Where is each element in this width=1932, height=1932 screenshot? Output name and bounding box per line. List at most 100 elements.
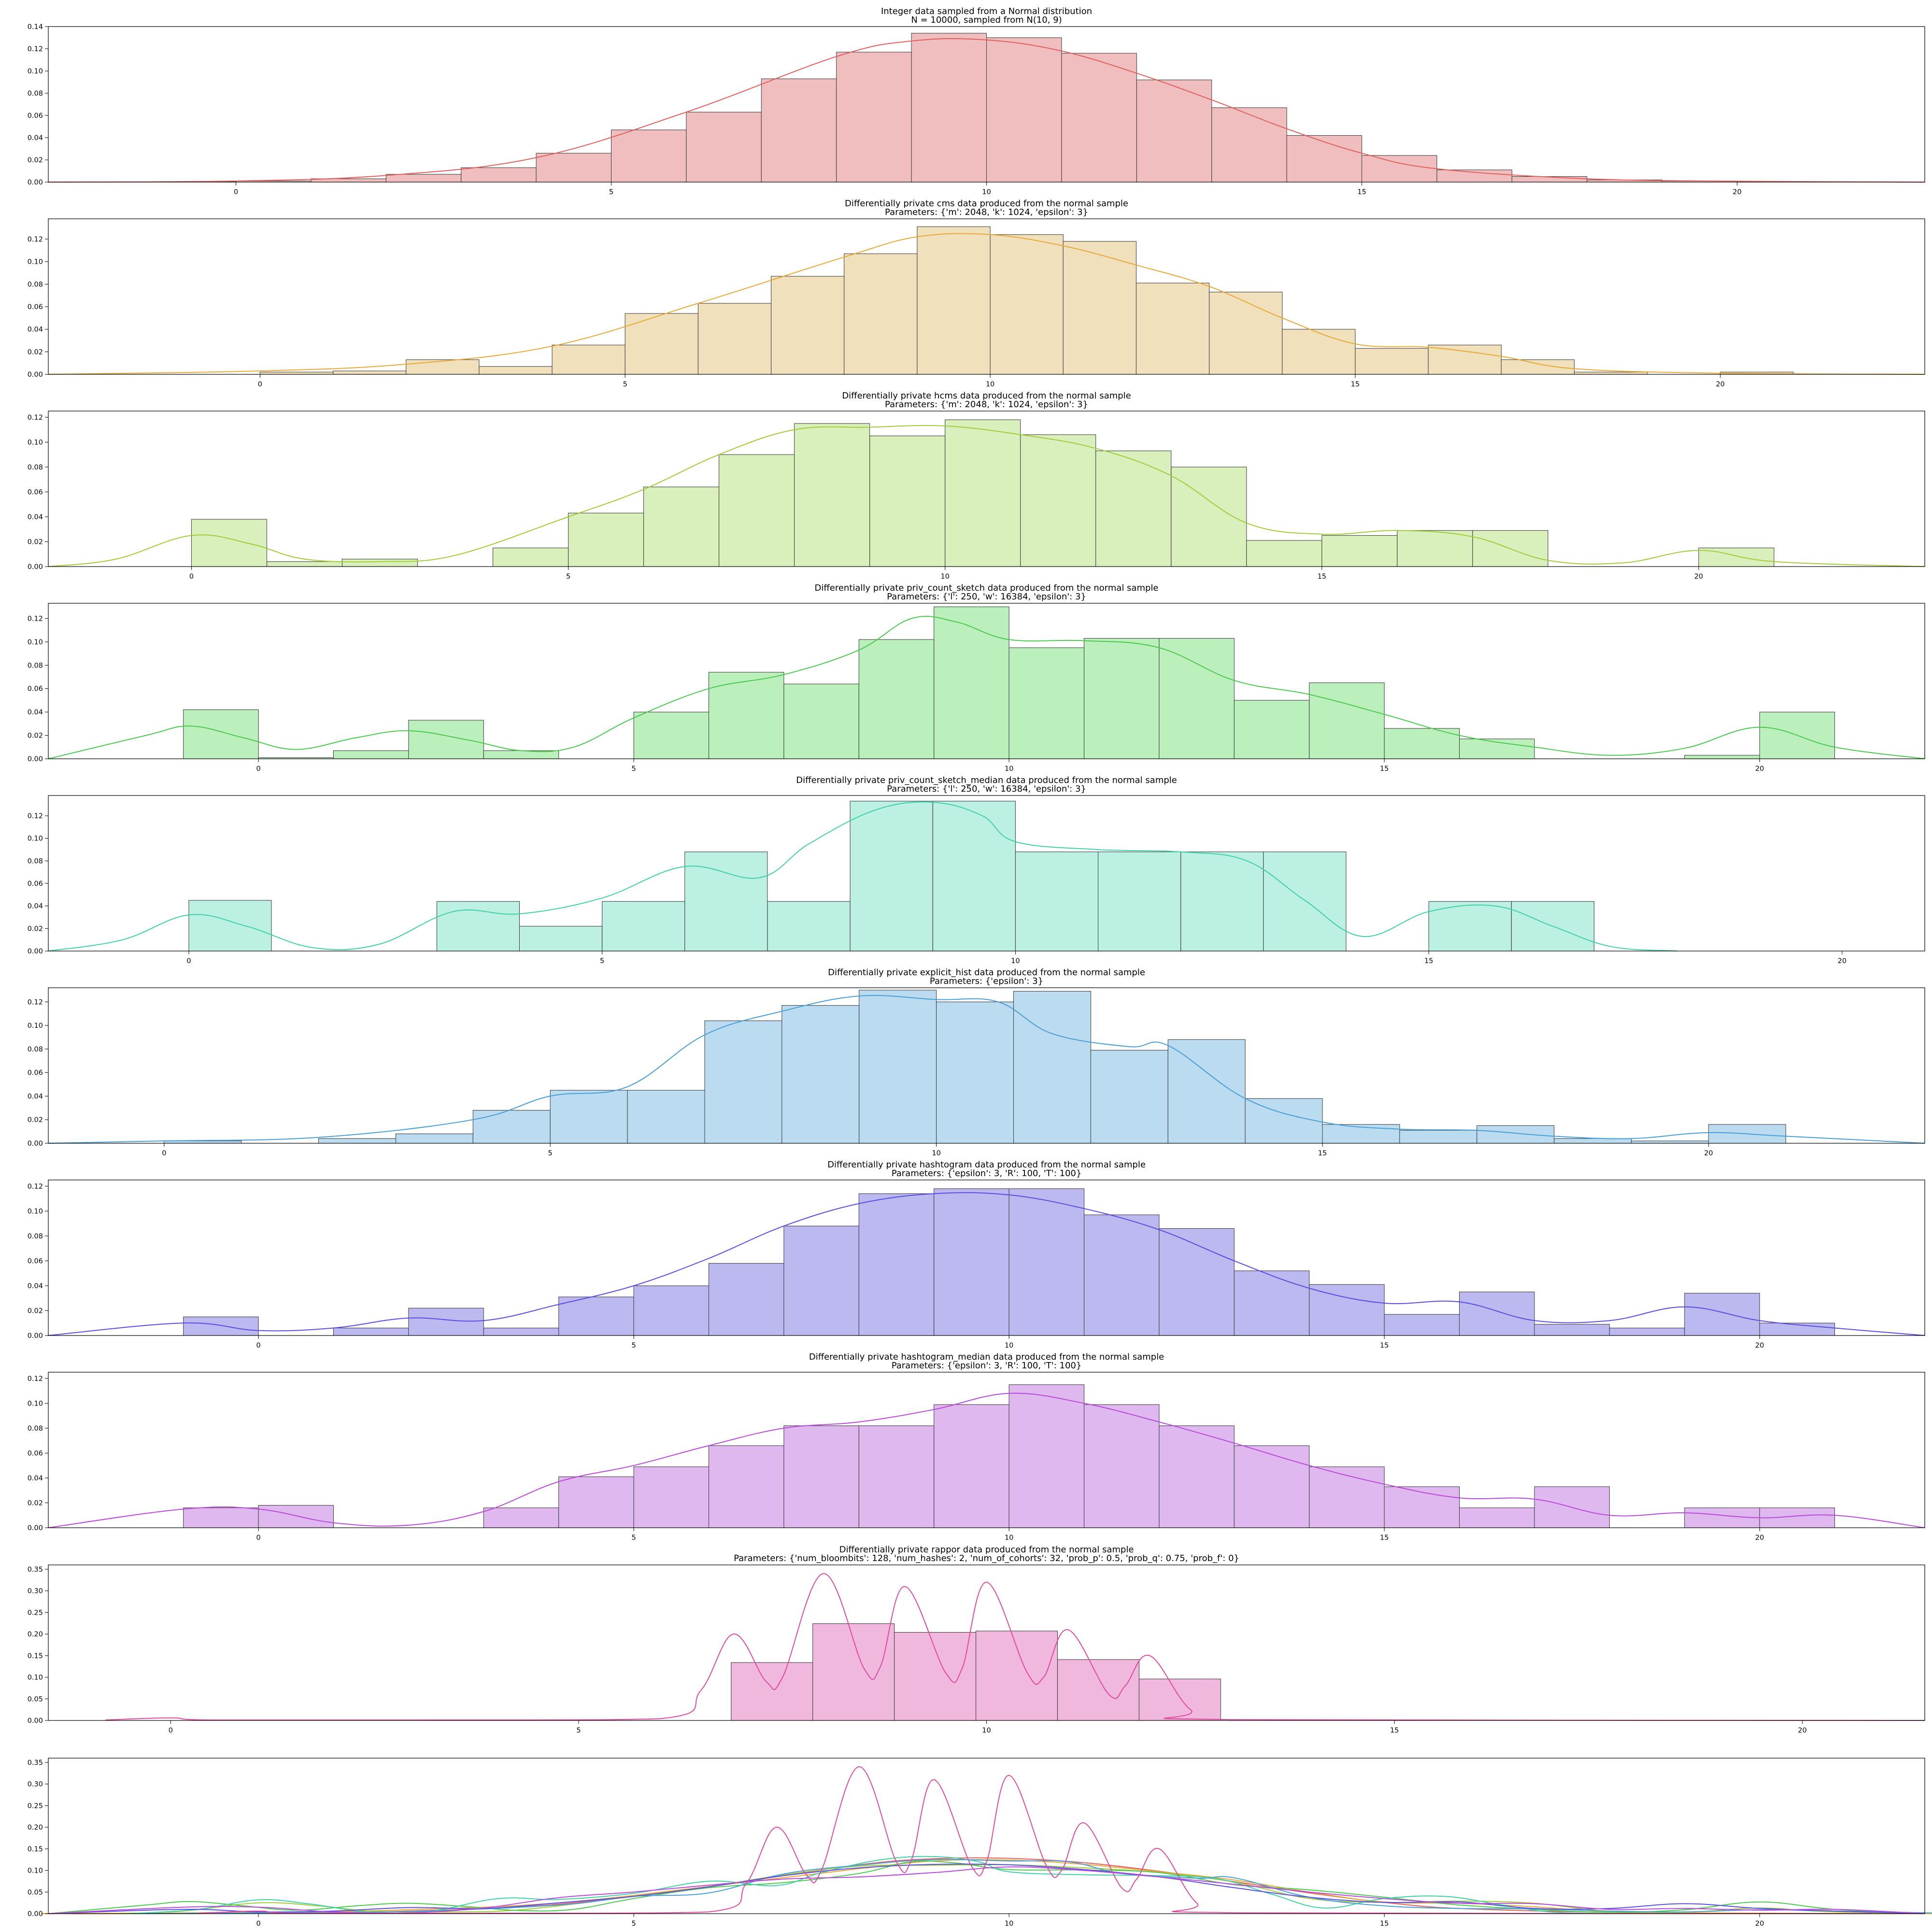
histogram-bar: [1063, 241, 1136, 375]
axes-frame: [48, 411, 1925, 567]
density-curve: [48, 801, 1677, 952]
axes-frame: [48, 987, 1925, 1144]
histogram-bar: [408, 1307, 484, 1336]
histogram-bar: [844, 253, 918, 375]
y-tick-label: 0.15: [28, 1652, 43, 1660]
x-tick-label: 20: [1838, 957, 1847, 965]
x-tick-label: 5: [566, 573, 570, 581]
x-tick-label: 0: [256, 1920, 261, 1928]
histogram-bar: [1362, 155, 1437, 183]
histogram-bar: [1020, 434, 1096, 567]
histogram-bar: [552, 344, 625, 375]
histogram-bar: [1309, 1284, 1385, 1336]
x-tick-label: 10: [940, 573, 949, 581]
histogram-bar: [1384, 1314, 1460, 1336]
histogram-bar: [318, 1138, 396, 1144]
y-tick-label: 0.10: [28, 68, 43, 75]
histogram-bar: [602, 901, 685, 952]
histogram-bar: [1159, 1228, 1235, 1336]
histogram-bar: [333, 370, 407, 375]
histogram-bar: [633, 1285, 709, 1336]
histogram-bar: [1459, 1292, 1535, 1336]
histogram-bar: [1159, 638, 1235, 759]
y-tick-label: 0.02: [28, 156, 43, 164]
y-tick-label: 0.04: [28, 326, 43, 334]
y-tick-label: 0.02: [28, 348, 43, 356]
subplot-subtitle: Parameters: {'m': 2048, 'k': 1024, 'epsi…: [885, 207, 1088, 217]
y-tick-label: 0.06: [28, 880, 43, 888]
histogram-bar: [342, 559, 418, 567]
histogram-bar: [191, 519, 267, 567]
y-tick-label: 0.06: [28, 488, 43, 496]
histogram-bar: [858, 639, 935, 759]
histogram-bar: [697, 303, 772, 375]
y-tick-label: 0.30: [28, 1781, 43, 1789]
x-tick-label: 5: [632, 1920, 636, 1928]
histogram-bar: [1534, 1324, 1610, 1336]
y-tick-label: 0.08: [28, 857, 43, 865]
histogram-bar: [1159, 1425, 1235, 1528]
histogram-bar: [1631, 1140, 1709, 1144]
y-tick-label: 0.02: [28, 538, 43, 546]
histogram-bar: [709, 1445, 784, 1528]
x-tick-label: 10: [986, 381, 994, 388]
histogram-bar: [1057, 1659, 1139, 1721]
y-tick-label: 0.10: [28, 1674, 43, 1682]
x-tick-label: 5: [623, 381, 627, 388]
x-tick-label: 20: [1716, 381, 1725, 388]
subplot-1: Integer data sampled from a Normal distr…: [28, 6, 1925, 196]
histogram-bar: [767, 901, 851, 952]
x-tick-label: 0: [169, 1727, 173, 1734]
histogram-bar: [385, 174, 462, 183]
histogram-bar: [1209, 292, 1283, 375]
y-tick-label: 0.06: [28, 685, 43, 693]
subplot-subtitle: Parameters: {'l': 250, 'w': 16384, 'epsi…: [887, 592, 1086, 602]
x-tick-label: 0: [256, 765, 261, 773]
density-curve: [48, 1861, 1925, 1914]
histogram-bar: [183, 1507, 259, 1528]
histogram-bar: [911, 33, 987, 183]
x-tick-label: 0: [189, 573, 194, 581]
histogram-bar: [719, 454, 795, 567]
x-tick-label: 15: [1318, 573, 1326, 581]
histogram-bar: [1459, 1507, 1535, 1528]
histogram-bar: [1245, 1098, 1323, 1144]
density-curve: [130, 1856, 1610, 1914]
histogram-bar: [934, 1188, 1009, 1336]
histogram-bar: [1399, 1130, 1477, 1144]
histogram-bar: [1477, 1125, 1555, 1144]
histogram-bar: [1211, 107, 1287, 183]
axes-frame: [48, 1372, 1925, 1528]
x-tick-label: 10: [1005, 1342, 1013, 1350]
y-tick-label: 0.12: [28, 1375, 43, 1383]
y-tick-label: 0.12: [28, 998, 43, 1006]
histogram-bar: [932, 801, 1016, 952]
x-tick-label: 5: [609, 188, 613, 196]
x-tick-label: 15: [1380, 1920, 1389, 1928]
histogram-bar: [259, 371, 334, 375]
x-tick-label: 15: [1380, 1342, 1389, 1350]
subplot-3: Differentially private hcms data produce…: [28, 391, 1925, 581]
y-tick-label: 0.00: [28, 1140, 43, 1148]
histogram-bar: [1321, 535, 1398, 567]
histogram-bar: [1309, 682, 1385, 759]
y-tick-label: 0.10: [28, 1867, 43, 1875]
axes-frame: [48, 1758, 1925, 1914]
density-curve: [48, 38, 1925, 183]
y-tick-label: 0.02: [28, 732, 43, 740]
histogram-bar: [1084, 638, 1160, 759]
x-tick-label: 5: [632, 765, 636, 773]
histogram-bar: [267, 561, 342, 567]
subplot-title: Integer data sampled from a Normal distr…: [881, 6, 1092, 16]
y-tick-label: 0.00: [28, 948, 43, 955]
x-tick-label: 20: [1798, 1727, 1806, 1734]
histogram-bar: [568, 512, 644, 567]
histogram-bar: [858, 1425, 935, 1528]
x-tick-label: 15: [1380, 765, 1389, 773]
y-tick-label: 0.20: [28, 1824, 43, 1832]
histogram-bar: [1684, 1507, 1760, 1528]
y-tick-label: 0.02: [28, 925, 43, 933]
histogram-bar: [333, 1328, 409, 1336]
y-tick-label: 0.10: [28, 1400, 43, 1407]
histogram-bar: [761, 78, 837, 183]
